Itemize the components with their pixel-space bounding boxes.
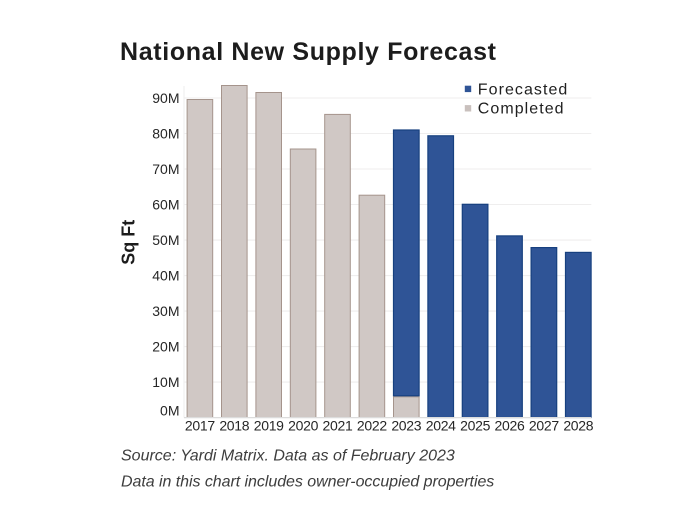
svg-text:40M: 40M bbox=[152, 268, 179, 284]
svg-text:2024: 2024 bbox=[426, 417, 456, 433]
svg-text:2018: 2018 bbox=[219, 417, 249, 433]
svg-text:10M: 10M bbox=[152, 374, 179, 390]
svg-text:2019: 2019 bbox=[254, 417, 284, 433]
svg-text:2026: 2026 bbox=[495, 417, 525, 433]
svg-text:Completed: Completed bbox=[478, 101, 565, 118]
svg-text:2020: 2020 bbox=[288, 417, 318, 433]
svg-text:20M: 20M bbox=[152, 339, 179, 355]
svg-text:2028: 2028 bbox=[563, 417, 593, 433]
svg-text:2017: 2017 bbox=[185, 417, 215, 433]
svg-text:90M: 90M bbox=[152, 90, 179, 106]
svg-text:50M: 50M bbox=[152, 232, 179, 248]
svg-text:2027: 2027 bbox=[529, 417, 559, 433]
svg-text:0M: 0M bbox=[160, 402, 179, 418]
svg-text:Data in this chart includes ow: Data in this chart includes owner-occupi… bbox=[121, 473, 494, 490]
svg-text:30M: 30M bbox=[152, 303, 179, 319]
svg-text:2023: 2023 bbox=[391, 417, 421, 433]
svg-text:2021: 2021 bbox=[323, 417, 353, 433]
svg-text:National New Supply Forecast: National New Supply Forecast bbox=[120, 38, 497, 66]
svg-text:80M: 80M bbox=[152, 126, 179, 142]
svg-text:Forecasted: Forecasted bbox=[478, 81, 569, 98]
svg-text:2022: 2022 bbox=[357, 417, 387, 433]
svg-text:70M: 70M bbox=[152, 161, 179, 177]
svg-text:2025: 2025 bbox=[460, 417, 490, 433]
svg-text:Source: Yardi Matrix. Data as: Source: Yardi Matrix. Data as of Februar… bbox=[121, 448, 455, 465]
svg-text:Sq Ft: Sq Ft bbox=[118, 220, 138, 265]
svg-text:60M: 60M bbox=[152, 197, 179, 213]
